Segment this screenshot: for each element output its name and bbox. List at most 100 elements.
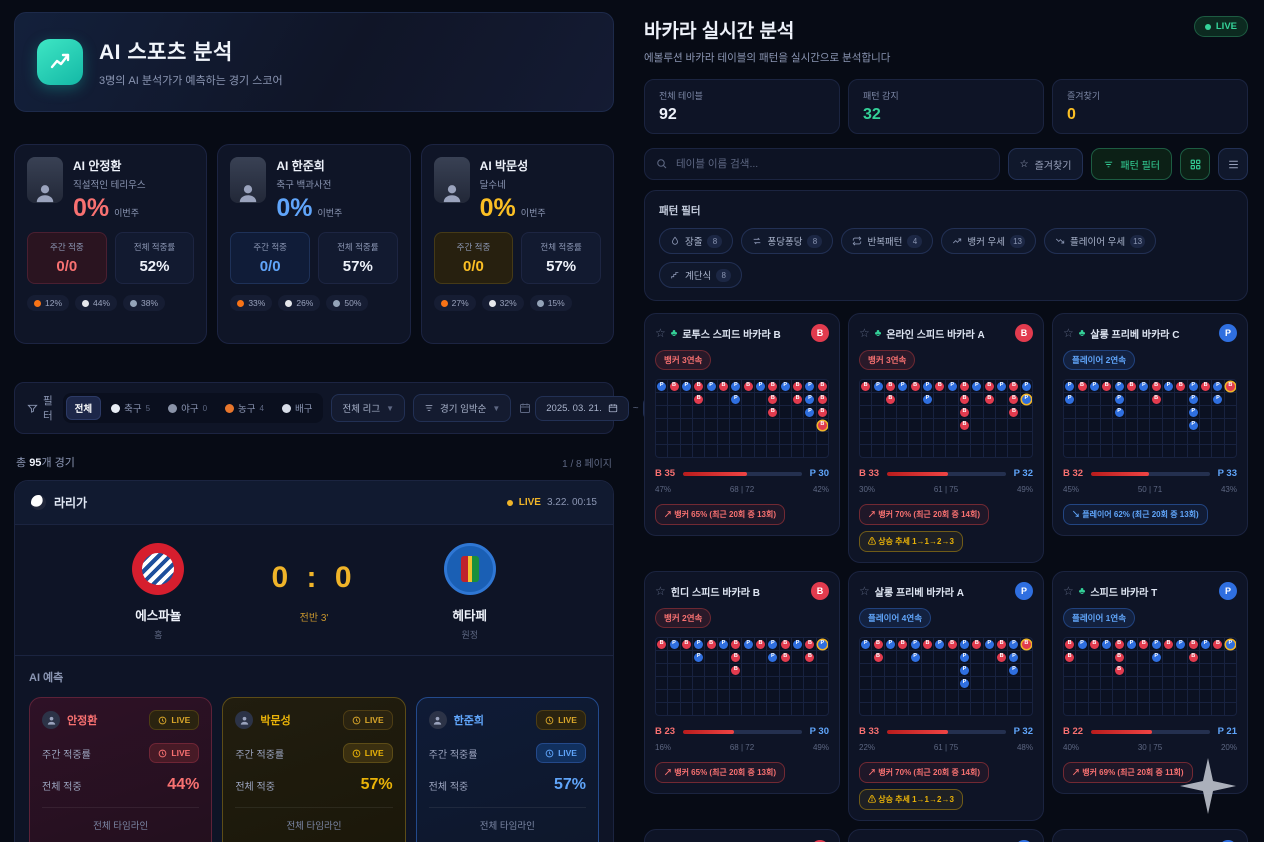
- banker-count: B 35: [655, 468, 676, 479]
- search-box[interactable]: [644, 148, 1000, 180]
- grid-view-button[interactable]: [1180, 148, 1210, 180]
- road-cell: B: [860, 380, 872, 392]
- road-cell: [1175, 651, 1187, 663]
- search-input[interactable]: [676, 158, 988, 170]
- road-cell: [995, 445, 1008, 457]
- weekly-hits-box: 주간 적중 0/0: [433, 232, 514, 284]
- pattern-chip-장줄[interactable]: 장줄 8: [659, 228, 734, 254]
- analyst-week-pct: 0% 이번주: [73, 194, 139, 222]
- road-cell: B: [1113, 664, 1125, 676]
- road-cell: [754, 690, 767, 702]
- favorite-star-icon[interactable]: ☆: [1063, 584, 1074, 598]
- road-bead-P: P: [922, 394, 932, 404]
- road-cell: [1212, 703, 1224, 715]
- road-cell: [1008, 432, 1020, 444]
- road-cell: [656, 406, 668, 418]
- road-bead-P: P: [960, 639, 970, 649]
- ratio-bar[interactable]: [683, 471, 802, 476]
- road-cell: [767, 419, 779, 431]
- page-indicator[interactable]: 1 / 8 페이지: [562, 458, 612, 470]
- road-bead-P: P: [972, 381, 982, 391]
- road-cell: P: [779, 380, 791, 392]
- ratio-bar[interactable]: [887, 471, 1006, 476]
- star-icon: ☆: [1019, 158, 1029, 170]
- league-dropdown[interactable]: 전체 리그 ▼: [331, 394, 405, 422]
- road-cell: P: [860, 638, 872, 650]
- insight-chip: ↗ 뱅커 69% (최근 20회 중 11회): [1063, 762, 1193, 783]
- away-crest-icon: [443, 543, 496, 595]
- road-bead-P: P: [1114, 394, 1124, 404]
- ratio-bar[interactable]: [1091, 729, 1210, 734]
- date-from-input[interactable]: 2025. 03. 21.: [535, 395, 629, 421]
- road-cell: [1212, 677, 1224, 689]
- road-bead-P: P: [694, 639, 704, 649]
- list-view-button[interactable]: [1218, 148, 1248, 180]
- table-card-header: ☆판타지 스피드 바카라 BB: [655, 840, 829, 842]
- favorite-star-icon[interactable]: ☆: [655, 584, 666, 598]
- road-cell: [1187, 664, 1199, 676]
- road-bead-B: B: [984, 381, 994, 391]
- sport-filter-배구[interactable]: 배구: [274, 397, 320, 419]
- road-cell: [995, 432, 1008, 444]
- road-cell: [909, 677, 921, 689]
- overall-rate-value: 52%: [139, 258, 170, 275]
- road-cell: [860, 651, 872, 663]
- pattern-chip-플레이어 우세[interactable]: 플레이어 우세 13: [1044, 228, 1157, 254]
- pattern-count: 8: [707, 234, 723, 248]
- streak-chip: 플레이어 2연속: [1063, 350, 1136, 370]
- road-bead-B: B: [694, 394, 704, 404]
- pattern-count: 8: [807, 234, 823, 248]
- road-bead-P: P: [817, 639, 827, 649]
- analyst-name: AI 안정환: [73, 159, 122, 173]
- road-bead-P: P: [861, 639, 871, 649]
- favorite-star-icon[interactable]: ☆: [655, 326, 666, 340]
- road-bead-B: B: [817, 381, 827, 391]
- road-cell: B: [779, 638, 791, 650]
- match-card: 라리가 LIVE 3.22. 00:15 에스파뇰 홈 0 : 0: [14, 480, 614, 842]
- sub-stats-row: 40% 30 | 75 20%: [1063, 743, 1237, 752]
- road-cell: [946, 703, 958, 715]
- road-cell: [909, 406, 921, 418]
- pattern-chip-계단식[interactable]: 계단식 8: [659, 262, 743, 288]
- road-cell: B: [816, 419, 828, 431]
- favorite-star-icon[interactable]: ☆: [1063, 326, 1074, 340]
- pattern-chip-반복패턴[interactable]: 반복패턴 4: [841, 228, 934, 254]
- ratio-bar[interactable]: [683, 729, 802, 734]
- sport-filter-야구[interactable]: 야구 0: [160, 397, 215, 419]
- favorites-button[interactable]: ☆ 즐겨찾기: [1007, 148, 1084, 180]
- sub-stats-row: 45% 50 | 71 43%: [1063, 485, 1237, 494]
- road-cell: [668, 664, 680, 676]
- table-insight-chips: ↗ 뱅커 70% (최근 20회 중 14회) ⚠ 상승 추세 1→1→2→3: [859, 762, 1033, 810]
- road-cell: [1199, 651, 1212, 663]
- road-cell: P: [983, 638, 995, 650]
- analyst-tagline: 축구 백과사전: [276, 180, 332, 191]
- favorite-star-icon[interactable]: ☆: [859, 326, 870, 340]
- road-bead-P: P: [718, 639, 728, 649]
- road-cell: B: [983, 380, 995, 392]
- pattern-chip-퐁당퐁당[interactable]: 퐁당퐁당 8: [741, 228, 834, 254]
- road-bead-B: B: [669, 381, 679, 391]
- sport-filter-농구[interactable]: 농구 4: [217, 397, 272, 419]
- road-cell: [816, 703, 828, 715]
- favorite-star-icon[interactable]: ☆: [859, 584, 870, 598]
- result-badge: B: [1015, 324, 1033, 342]
- sports-panel: AI 스포츠 분석 3명의 AI 분석가가 예측하는 경기 스코어 AI 안정환…: [0, 0, 737, 842]
- prediction-footer: 전체 타임라인: [235, 807, 393, 832]
- road-bead-B: B: [805, 652, 815, 662]
- player-count: P 21: [1217, 726, 1237, 737]
- road-cell: [804, 677, 816, 689]
- road-cell: [1113, 677, 1125, 689]
- road-cell: [1224, 690, 1236, 702]
- road-cell: [897, 393, 909, 405]
- stat-value: 0: [1067, 106, 1076, 123]
- ratio-bar[interactable]: [1091, 471, 1210, 476]
- sort-dropdown[interactable]: 경기 임박순 ▼: [412, 394, 512, 422]
- road-cell: [1088, 651, 1101, 663]
- road-bead-P: P: [885, 639, 895, 649]
- ratio-bar[interactable]: [887, 729, 1006, 734]
- pattern-filter-button[interactable]: 패턴 필터: [1091, 148, 1172, 180]
- pattern-chip-뱅커 우세[interactable]: 뱅커 우세 13: [941, 228, 1037, 254]
- right-pct: 43%: [1220, 485, 1237, 494]
- sport-filter-축구[interactable]: 축구 5: [103, 397, 158, 419]
- sport-filter-전체[interactable]: 전체: [65, 396, 102, 420]
